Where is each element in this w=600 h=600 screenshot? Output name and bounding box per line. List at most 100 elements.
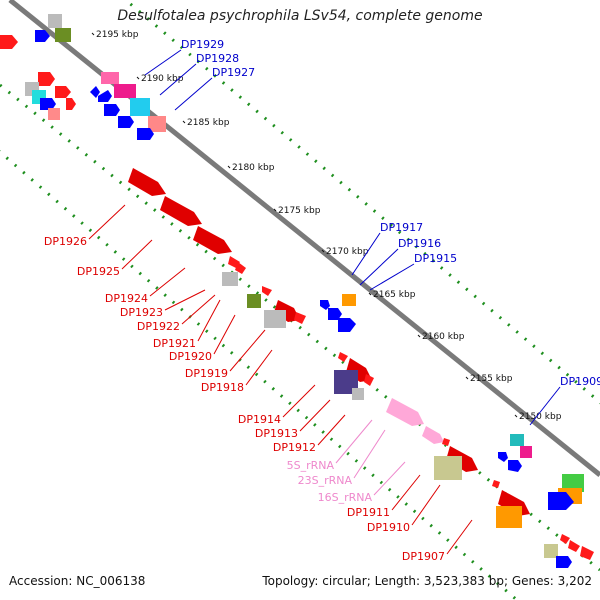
gene-arrow-red[interactable]	[442, 438, 450, 446]
gene-arrow-blue[interactable]	[328, 308, 342, 320]
gene-label-plus[interactable]: DP1929	[181, 38, 224, 51]
gene-arrow-red[interactable]	[38, 72, 55, 86]
gene-label-plus[interactable]: DP1909	[560, 375, 600, 388]
leader-line	[282, 384, 316, 418]
leader-line	[181, 294, 216, 325]
gene-box-cyan[interactable]	[130, 98, 150, 116]
gene-arrow-blue[interactable]	[548, 492, 574, 510]
gene-arrow-red[interactable]	[160, 196, 202, 226]
gene-label-plus[interactable]: DP1915	[414, 252, 457, 265]
gene-arrow-red[interactable]	[66, 98, 76, 110]
gene-box-gray[interactable]	[264, 310, 286, 328]
leader-line	[159, 63, 197, 96]
gene-arrow-rrna[interactable]	[422, 426, 444, 444]
gene-box-gray[interactable]	[352, 388, 364, 400]
gene-box-pink[interactable]	[48, 108, 60, 120]
gene-box-olive[interactable]	[55, 28, 71, 42]
gene-arrow-blue[interactable]	[320, 300, 330, 310]
gene-arrow-rrna[interactable]	[386, 398, 424, 426]
gene-arrow-blue[interactable]	[498, 452, 508, 462]
gene-box-salmon[interactable]	[148, 116, 166, 132]
scale-label: 2175 kbp	[278, 206, 321, 216]
gene-label-minus[interactable]: DP1910	[367, 521, 410, 534]
gene-arrow-red[interactable]	[580, 546, 594, 560]
gene-arrow-blue[interactable]	[40, 98, 56, 110]
gene-label-rrna[interactable]: 5S_rRNA	[287, 459, 335, 472]
scale-tick	[417, 334, 421, 338]
leader-line	[164, 289, 206, 311]
gene-label-minus[interactable]: DP1911	[347, 506, 390, 519]
scale-label: 2170 kbp	[326, 247, 369, 257]
gene-box-gray[interactable]	[48, 14, 62, 28]
gene-arrow-blue[interactable]	[508, 460, 522, 472]
scale-tick	[514, 414, 518, 418]
gene-arrow-red[interactable]	[55, 86, 71, 98]
gene-label-plus[interactable]: DP1927	[212, 66, 255, 79]
gene-arrow-blue[interactable]	[137, 128, 154, 140]
gene-label-minus[interactable]: DP1922	[137, 320, 180, 333]
gene-label-rrna[interactable]: 23S_rRNA	[298, 474, 353, 487]
gene-box-khaki[interactable]	[544, 544, 558, 558]
length-value: 3,523,383 bp	[423, 574, 504, 588]
gene-label-minus[interactable]: DP1926	[44, 235, 87, 248]
gene-box-orange[interactable]	[496, 506, 522, 528]
gene-label-minus[interactable]: DP1921	[153, 337, 196, 350]
scale-tick	[368, 292, 372, 296]
topology-value: circular	[322, 574, 367, 588]
gene-arrow-red[interactable]	[235, 262, 246, 274]
gene-label-minus[interactable]: DP1918	[201, 381, 244, 394]
gene-label-rrna[interactable]: 16S_rRNA	[318, 491, 373, 504]
gene-label-minus[interactable]: DP1913	[255, 427, 298, 440]
gene-arrow-red[interactable]	[128, 168, 166, 196]
leader-line	[174, 77, 213, 111]
scale-label: 2180 kbp	[232, 163, 275, 173]
gene-label-minus[interactable]: DP1919	[185, 367, 228, 380]
length-label: Length:	[374, 574, 421, 588]
leader-line	[353, 429, 386, 479]
gene-label-minus[interactable]: DP1923	[120, 306, 163, 319]
gene-label-minus[interactable]: DP1924	[105, 292, 148, 305]
gene-arrow-red[interactable]	[560, 534, 570, 544]
gene-arrow-red[interactable]	[492, 480, 500, 488]
gene-label-plus[interactable]: DP1916	[398, 237, 441, 250]
gene-box-green[interactable]	[562, 474, 584, 492]
gene-box-olive[interactable]	[247, 294, 261, 308]
gene-label-plus[interactable]: DP1928	[196, 52, 239, 65]
gene-box-cyan[interactable]	[510, 434, 524, 446]
gene-label-plus[interactable]: DP1917	[380, 221, 423, 234]
gene-arrow-red[interactable]	[338, 352, 348, 362]
gene-label-minus[interactable]: DP1914	[238, 413, 281, 426]
gene-arrow-red[interactable]	[364, 374, 374, 386]
gene-arrow-blue[interactable]	[118, 116, 134, 128]
gene-arrow-red[interactable]	[262, 286, 272, 296]
leader-line	[369, 263, 415, 291]
gene-arrow-red[interactable]	[0, 35, 18, 49]
gene-label-minus[interactable]: DP1925	[77, 265, 120, 278]
gene-box-magenta[interactable]	[114, 84, 136, 98]
gene-arrow-red[interactable]	[294, 312, 306, 324]
accession-value: NC_006138	[76, 574, 146, 588]
gene-arrow-blue[interactable]	[556, 556, 572, 568]
gene-box-gray[interactable]	[222, 272, 238, 286]
gene-label-minus[interactable]: DP1907	[402, 550, 445, 563]
accession-info: Accession: NC_006138	[9, 574, 145, 588]
gene-label-minus[interactable]: DP1912	[273, 441, 316, 454]
gene-box-orange[interactable]	[342, 294, 356, 306]
gene-arrow-red[interactable]	[568, 540, 580, 552]
gene-arrow-blue[interactable]	[98, 90, 112, 102]
topology-label: Topology:	[262, 574, 319, 588]
gene-box-khaki[interactable]	[434, 456, 462, 480]
gene-arrow-blue[interactable]	[104, 104, 120, 116]
gene-arrow-blue[interactable]	[90, 86, 100, 98]
leader-line	[373, 461, 406, 496]
gene-arrow-blue[interactable]	[338, 318, 356, 332]
gene-box-pink[interactable]	[101, 72, 119, 84]
leader-line	[299, 399, 331, 432]
gene-arrow-blue[interactable]	[35, 30, 50, 42]
scale-tick	[182, 120, 186, 124]
leader-line	[144, 49, 182, 76]
gene-label-minus[interactable]: DP1920	[169, 350, 212, 363]
gene-box-magenta[interactable]	[520, 446, 532, 458]
gene-arrow-red[interactable]	[193, 226, 232, 254]
